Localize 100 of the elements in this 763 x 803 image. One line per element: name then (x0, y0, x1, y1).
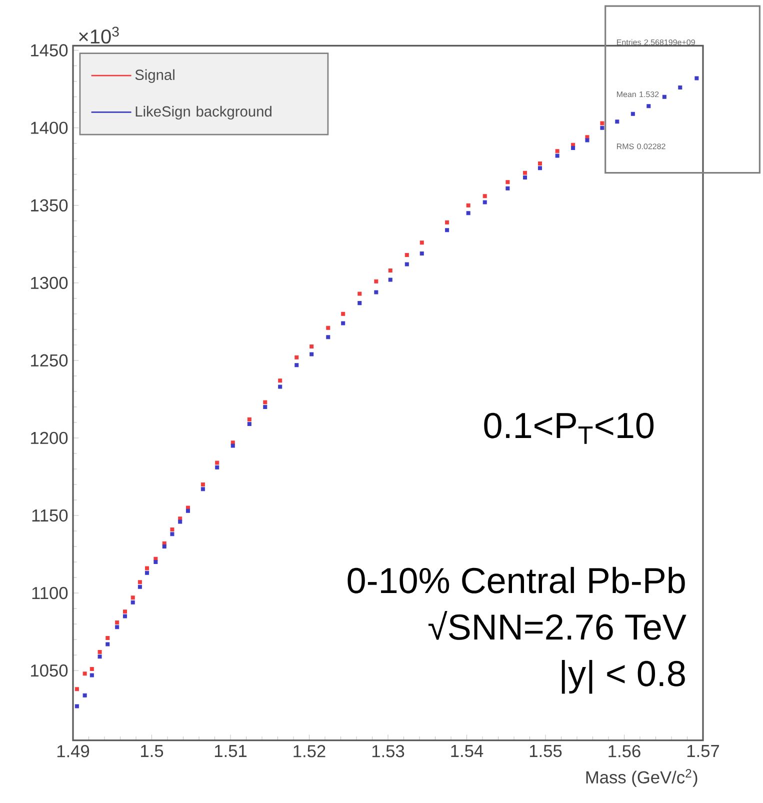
y-tick-label: 1050 (31, 664, 68, 677)
point (230, 444, 235, 448)
point (90, 673, 94, 678)
point (186, 508, 190, 513)
legend-label: Signal (135, 69, 174, 83)
point (374, 279, 378, 284)
x-tick-label: 1.49 (57, 745, 90, 758)
point (506, 186, 510, 190)
point (90, 667, 94, 672)
point (585, 138, 590, 142)
point (170, 532, 174, 536)
point (82, 693, 87, 698)
annotation: √SNN=2.76 TeV (428, 611, 686, 640)
point (154, 560, 158, 564)
point (506, 180, 510, 184)
point (662, 94, 666, 99)
y-tick-label: 1100 (32, 586, 68, 600)
point (341, 321, 346, 326)
point (74, 704, 79, 708)
point (278, 378, 282, 383)
point (445, 220, 450, 224)
x-tick-label: 1.56 (608, 745, 640, 758)
point (138, 580, 142, 584)
point (122, 614, 127, 618)
point (294, 363, 299, 368)
point (115, 620, 120, 624)
point (600, 121, 604, 126)
point (523, 175, 528, 180)
point (170, 527, 174, 532)
x-tick-label: 1.54 (451, 745, 484, 758)
point (74, 687, 79, 692)
annotation: Mean 1.532 (617, 91, 659, 98)
y-tick-label: 1200 (31, 432, 68, 444)
point (523, 170, 528, 175)
point (200, 482, 205, 486)
point (555, 149, 560, 154)
y-tick-label: 1450 (31, 44, 68, 56)
point (358, 301, 362, 306)
x-tick-label: 1.57 (687, 745, 719, 758)
point (326, 335, 330, 340)
point (404, 262, 409, 266)
annotation: |y| < 0.8 (562, 660, 685, 694)
x-tick-label: 1.51 (214, 745, 247, 758)
point (358, 292, 362, 296)
point (122, 610, 127, 614)
x-tick-label: 1.52 (294, 745, 326, 758)
point (482, 200, 487, 204)
point (294, 355, 299, 360)
point (445, 228, 450, 232)
y-tick-label: 1250 (31, 354, 68, 367)
point (278, 384, 282, 389)
point (341, 312, 346, 316)
point (200, 487, 205, 492)
text: Entries 2.568199e+09 (617, 39, 695, 46)
x-tick-label: 1.55 (530, 745, 562, 758)
point (482, 194, 487, 198)
point (106, 636, 110, 640)
point (263, 400, 268, 404)
point (98, 650, 102, 654)
point (571, 146, 576, 150)
point (388, 268, 392, 273)
point (466, 211, 470, 216)
text: ×10$^{3}$ (79, 26, 119, 44)
point (138, 584, 142, 589)
point (326, 326, 330, 330)
x-axis-title: Mass (GeV/c$^{2}$) (586, 769, 698, 787)
point (247, 417, 252, 422)
point (646, 104, 651, 108)
point (678, 86, 682, 90)
point (82, 672, 87, 676)
point (374, 290, 378, 294)
y-tick-label: 1400 (31, 122, 68, 134)
annotation: 0-10% Central Pb-Pb (348, 566, 685, 594)
point (178, 520, 182, 524)
point (263, 404, 268, 409)
x-tick-label: 1.5 (141, 745, 164, 758)
point (538, 166, 542, 170)
annotation: RMS 0.02282 (617, 144, 666, 150)
point (555, 154, 560, 158)
point (130, 600, 135, 604)
point (466, 203, 470, 208)
point (98, 654, 102, 659)
point (130, 596, 135, 600)
point (162, 544, 166, 549)
x-tick-label: 1.53 (372, 745, 404, 758)
point (145, 570, 150, 575)
point (630, 112, 635, 116)
point (145, 566, 150, 570)
point (310, 352, 314, 356)
y-tick-label: 1300 (31, 276, 68, 290)
point (115, 625, 120, 630)
point (694, 76, 699, 80)
point (215, 465, 220, 470)
point (404, 252, 409, 257)
point (106, 642, 110, 646)
point (420, 240, 424, 245)
point (247, 422, 252, 426)
point (215, 460, 220, 465)
y-tick-label: 1350 (31, 199, 68, 212)
point (615, 120, 620, 124)
